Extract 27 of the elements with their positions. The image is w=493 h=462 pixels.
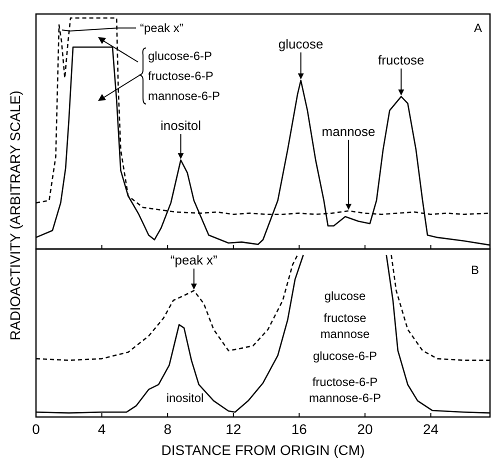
x-tick-label: 4	[98, 421, 106, 437]
annotation: glucose-6-P	[148, 49, 212, 63]
annotation: fructose	[324, 311, 367, 325]
x-tick-label: 0	[32, 421, 40, 437]
annotation: glucose	[278, 36, 324, 52]
annotation: fructose	[378, 52, 424, 68]
x-tick-label: 20	[357, 421, 373, 437]
annotation: fructose-6-P	[148, 69, 214, 83]
x-tick-label: 8	[164, 421, 172, 437]
y-axis-title: RADIOACTIVITY (ARBITRARY SCALE)	[7, 90, 23, 340]
annotation: inositol	[166, 391, 204, 405]
annotation: mannose	[320, 327, 370, 341]
annotation: mannose	[322, 124, 376, 139]
annotation: glucose	[324, 289, 366, 303]
annotation: mannose-6-P	[308, 391, 382, 405]
annotation: “peak x”	[140, 21, 184, 35]
annotation: mannose-6-P	[148, 89, 220, 103]
x-tick-label: 16	[291, 421, 308, 437]
annotation: inositol	[160, 118, 202, 134]
annotation: B	[470, 263, 480, 277]
x-tick-label: 24	[422, 421, 439, 437]
annotation: fructose-6-P	[312, 375, 378, 389]
annotation: “peak x”	[170, 252, 218, 268]
x-tick-label: 12	[226, 421, 242, 437]
annotation: A	[474, 21, 482, 35]
x-axis-title: DISTANCE FROM ORIGIN (CM)	[161, 442, 365, 458]
annotation: glucose-6-P	[312, 349, 378, 363]
